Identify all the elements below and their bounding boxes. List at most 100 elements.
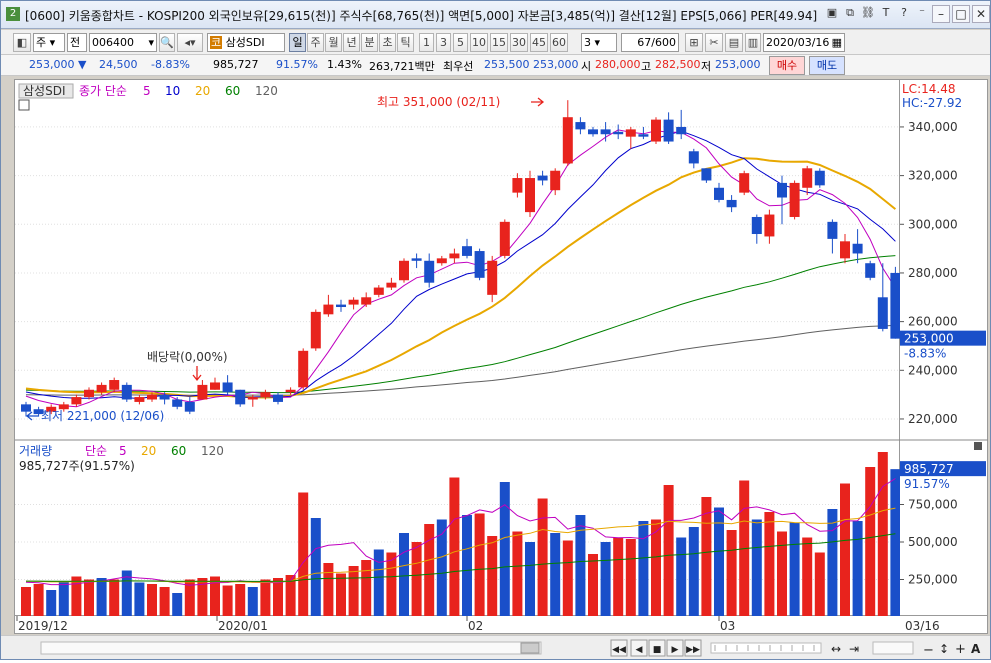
volume-bar[interactable] — [109, 579, 120, 618]
volume-bar[interactable] — [890, 469, 901, 617]
period-tab-3[interactable]: 년 — [343, 33, 360, 52]
candle[interactable] — [638, 126, 649, 140]
volume-bar[interactable] — [121, 570, 132, 618]
legend-ma-5[interactable]: 5 — [143, 84, 151, 98]
candle[interactable] — [751, 214, 762, 244]
candle[interactable] — [336, 299, 346, 312]
minute-option-10[interactable]: 10 — [470, 33, 488, 52]
scroll-track[interactable] — [40, 641, 542, 655]
minute-option-60[interactable]: 60 — [550, 33, 568, 52]
search-icon[interactable]: 🔍 — [159, 33, 175, 52]
zoom-track[interactable] — [710, 642, 822, 654]
candle[interactable] — [814, 168, 825, 188]
volume-bar[interactable] — [625, 539, 636, 617]
prev-button[interactable]: 전 — [67, 33, 87, 52]
candle[interactable] — [373, 285, 384, 298]
volume-bar[interactable] — [386, 552, 397, 618]
minute-option-1[interactable]: 1 — [419, 33, 434, 52]
candle[interactable] — [550, 168, 561, 196]
chart-canvas[interactable]: 삼성SDI 종가 단순 5 10 20 60 120 최고 351,000 (02/11) 최저… — [15, 80, 932, 618]
candle[interactable] — [449, 248, 460, 264]
candle[interactable] — [210, 377, 220, 390]
candle[interactable] — [197, 380, 208, 400]
volume-bar[interactable] — [323, 563, 334, 617]
candle[interactable] — [399, 258, 409, 283]
volume-bar[interactable] — [361, 560, 372, 617]
candle[interactable] — [802, 165, 813, 196]
volume-bar[interactable] — [285, 575, 296, 617]
volume-bar[interactable] — [147, 584, 157, 617]
candle[interactable] — [172, 397, 183, 410]
volume-bar[interactable] — [789, 522, 800, 618]
maximize-button[interactable]: □ — [952, 5, 970, 23]
zoom-out-icon[interactable]: − — [923, 643, 934, 658]
volume-bar[interactable] — [562, 540, 573, 618]
volume-bar[interactable] — [487, 536, 498, 617]
candle[interactable] — [613, 124, 624, 140]
volume-bar[interactable] — [865, 467, 876, 617]
candle[interactable] — [537, 170, 548, 186]
period-tab-6[interactable]: 틱 — [397, 33, 414, 52]
volume-bar[interactable] — [449, 477, 460, 618]
tool-icon[interactable]: ⊞ — [685, 33, 703, 52]
buy-button[interactable]: 매수 — [769, 56, 805, 75]
period-tab-0[interactable]: 일 — [289, 33, 306, 52]
candle[interactable] — [58, 401, 69, 412]
legend-ma-60[interactable]: 60 — [225, 84, 240, 98]
volume-bar[interactable] — [260, 579, 271, 618]
volume-bar[interactable] — [613, 537, 624, 618]
bottom-controls[interactable]: ◀◀ ◀ ■ ▶ ▶▶ ↔ ⇥ − ↕ + A — [1, 636, 990, 660]
volume-bar[interactable] — [550, 533, 561, 617]
volume-bar[interactable] — [159, 587, 170, 617]
volume-bar[interactable] — [411, 542, 422, 617]
volume-bar[interactable] — [499, 482, 510, 617]
volume-bar[interactable] — [298, 492, 309, 618]
volume-bar[interactable] — [336, 573, 346, 618]
volume-bar[interactable] — [474, 513, 485, 618]
volume-bar[interactable] — [777, 531, 787, 618]
zoom-right-icon[interactable]: ⇥ — [849, 642, 859, 656]
candle[interactable] — [21, 401, 31, 417]
volume-bar[interactable] — [373, 549, 384, 618]
volume-bar[interactable] — [235, 584, 246, 617]
save-icon[interactable]: ▤ — [725, 33, 743, 52]
rewind-button[interactable] — [610, 639, 628, 657]
candle[interactable] — [575, 117, 586, 135]
minute-option-5[interactable]: 5 — [453, 33, 468, 52]
close-button[interactable]: ✕ — [972, 5, 990, 23]
volume-legend-ma-20[interactable]: 20 — [141, 444, 156, 458]
volume-bar[interactable] — [512, 531, 523, 618]
volume-bar[interactable] — [676, 537, 687, 618]
print-icon[interactable]: ▥ — [745, 33, 761, 52]
candle[interactable] — [676, 109, 687, 140]
candle[interactable] — [411, 253, 422, 269]
candle[interactable] — [310, 309, 321, 351]
candle[interactable] — [739, 170, 750, 196]
minute-option-15[interactable]: 15 — [490, 33, 508, 52]
candle[interactable] — [890, 266, 901, 339]
volume-bar[interactable] — [71, 576, 82, 618]
pane-close-icon[interactable] — [974, 442, 982, 450]
candle[interactable] — [285, 387, 296, 395]
candle[interactable] — [487, 255, 498, 303]
volume-bar[interactable] — [840, 483, 850, 618]
volume-legend-ma-5[interactable]: 5 — [119, 444, 127, 458]
candle[interactable] — [764, 209, 775, 244]
volume-bar[interactable] — [84, 579, 94, 618]
scroll-thumb[interactable] — [520, 642, 540, 654]
candle[interactable] — [424, 253, 435, 288]
volume-bar[interactable] — [525, 542, 535, 617]
font-a-icon[interactable]: A — [971, 642, 981, 656]
count-select[interactable]: 3 ▾ — [581, 33, 617, 52]
candle[interactable] — [436, 255, 447, 266]
volume-bar[interactable] — [462, 515, 472, 617]
volume-bar[interactable] — [714, 507, 724, 618]
period-tab-1[interactable]: 주 — [307, 33, 324, 52]
cross-icon[interactable]: ✂ — [705, 33, 723, 52]
candle[interactable] — [625, 126, 636, 149]
title-bar[interactable]: 2 [0600] 키움종합차트 - KOSPI200 외국인보유[29,615(… — [1, 1, 990, 29]
candle[interactable] — [865, 260, 876, 281]
candle[interactable] — [777, 175, 787, 225]
candle[interactable] — [184, 397, 195, 415]
volume-bar[interactable] — [399, 533, 409, 617]
